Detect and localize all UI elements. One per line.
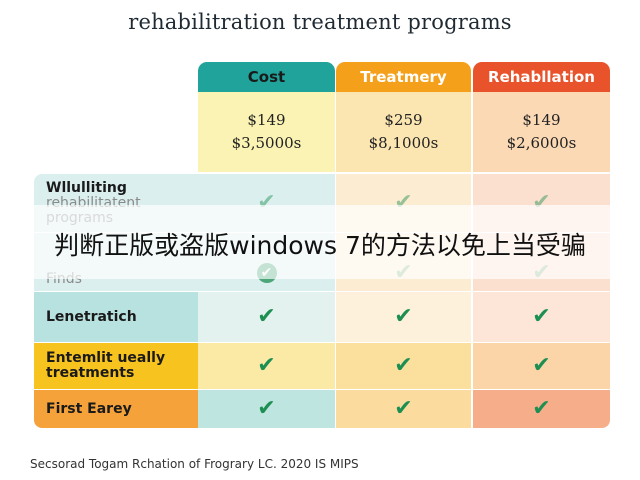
check-icon: ✔: [257, 304, 276, 329]
price-line1: $259: [384, 111, 423, 129]
row-label-line1: Lenetratich: [46, 308, 137, 325]
price-line1: $149: [247, 111, 286, 129]
column-header-rehabilitation-label: Rehabllation: [488, 68, 595, 86]
check-icon: ✔: [394, 304, 413, 329]
table-cell: ✔: [198, 390, 335, 428]
row-label: Lenetratich: [34, 292, 198, 342]
table-cell: ✔: [473, 343, 610, 389]
column-header-rehabilitation: Rehabllation: [473, 62, 610, 92]
row-label: Entemlit ueally treatments: [34, 343, 198, 389]
table-cell: ✔: [198, 343, 335, 389]
table-cell: ✔: [336, 390, 471, 428]
column-header-treatment: Treatmery: [336, 62, 471, 92]
overlay-banner: [0, 205, 640, 279]
check-icon: ✔: [532, 353, 551, 378]
price-cell-rehabilitation: $149 $2,6000s: [473, 92, 610, 172]
overlay-text: 判断正版或盗版windows 7的方法以免上当受骗: [54, 231, 586, 260]
table-cell: ✔: [473, 390, 610, 428]
check-icon: ✔: [257, 396, 276, 421]
price-line2: $3,5000s: [231, 134, 302, 152]
table-cell: ✔: [473, 292, 610, 342]
page-title: rehabilitration treatment programs: [128, 10, 512, 34]
check-icon: ✔: [532, 396, 551, 421]
row-label-line1: Entemlit ueally: [46, 350, 166, 366]
check-icon: ✔: [394, 353, 413, 378]
row-label-line2: treatments: [46, 365, 135, 381]
price-line2: $2,6000s: [506, 134, 577, 152]
price-line2: $8,1000s: [368, 134, 439, 152]
check-icon: ✔: [257, 353, 276, 378]
check-icon: ✔: [532, 304, 551, 329]
price-cell-cost: $149 $3,5000s: [198, 92, 335, 172]
row-label: First Earey: [34, 390, 198, 428]
price-cell-treatment: $259 $8,1000s: [336, 92, 471, 172]
price-line1: $149: [522, 111, 561, 129]
column-header-cost-label: Cost: [247, 68, 286, 86]
table-cell: ✔: [336, 292, 471, 342]
table-cell: ✔: [336, 343, 471, 389]
row-label-line1: Wllulliting: [46, 179, 127, 196]
column-header-treatment-label: Treatmery: [360, 68, 447, 86]
column-header-cost: Cost: [198, 62, 335, 92]
footer-note: Secsorad Togam Rchation of Frograry LC. …: [30, 457, 359, 471]
table-cell: ✔: [198, 292, 335, 342]
check-icon: ✔: [394, 396, 413, 421]
row-label-line1: First Earey: [46, 400, 132, 417]
